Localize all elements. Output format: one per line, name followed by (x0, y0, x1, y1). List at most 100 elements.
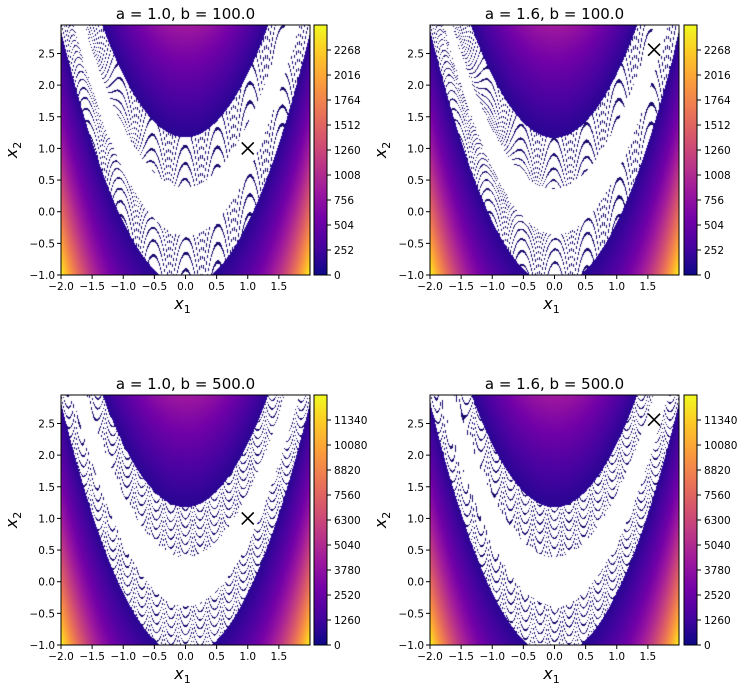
colorbar-tick-label: 2268 (334, 45, 361, 57)
minimum-marker (647, 413, 661, 427)
colorbar-tick-label: 0 (334, 270, 341, 282)
y-tick-label: 0.0 (38, 577, 55, 589)
colorbar (683, 394, 698, 646)
colorbar-tick-label: 0 (704, 640, 711, 652)
colorbar-tick-label: 1260 (704, 145, 731, 157)
colorbar-tick-label: 1512 (334, 120, 361, 132)
colorbar-tick-label: 1260 (334, 615, 361, 627)
x-tick-label: −1.5 (448, 651, 474, 663)
y-tick-label: 1.0 (38, 513, 55, 525)
x-tick-label: −0.5 (511, 281, 537, 293)
y-tick-label: 0.0 (407, 207, 424, 219)
heatmap-image (61, 395, 310, 645)
y-axis-label: x2 (371, 512, 393, 529)
y-tick-label: 2.5 (407, 48, 424, 60)
colorbar-tick-label: 1764 (334, 95, 361, 107)
x-tick-label: 1.0 (239, 651, 256, 663)
x-tick-label: 0.5 (577, 651, 594, 663)
colorbar-tick-label: 1008 (704, 170, 731, 182)
heatmap-image (61, 25, 310, 275)
y-tick-label: −0.5 (399, 238, 425, 250)
colorbar-tick-label: 5040 (704, 540, 731, 552)
x-tick-label: 0.0 (177, 281, 194, 293)
x-tick-label: 0.0 (546, 651, 563, 663)
y-tick-label: 0.0 (407, 577, 424, 589)
x-tick-label: 0.0 (546, 281, 563, 293)
x-axis-label-sub: 1 (553, 303, 560, 316)
x-axis-label-sub: 1 (553, 673, 560, 686)
x-tick-label: −1.5 (448, 281, 474, 293)
x-tick-label: 0.5 (577, 281, 594, 293)
y-tick-label: 1.0 (407, 513, 424, 525)
colorbar-tick-label: 1764 (704, 95, 731, 107)
colorbar-tick-label: 8820 (334, 465, 361, 477)
panel-title: a = 1.0, b = 100.0 (116, 5, 255, 23)
colorbar-tick-label: 756 (704, 195, 724, 207)
colorbar-tick-label: 2016 (334, 70, 361, 82)
colorbar (313, 394, 328, 646)
colorbar-tick-label: 3780 (334, 565, 361, 577)
minimum-marker (241, 141, 255, 155)
colorbar-tick-label: 756 (334, 195, 354, 207)
y-tick-label: 0.0 (38, 207, 55, 219)
colorbar-tick-label: 6300 (704, 515, 731, 527)
x-tick-label: −1.0 (480, 281, 506, 293)
x-tick-label: 1.0 (608, 651, 625, 663)
colorbar-tick-label: 0 (334, 640, 341, 652)
colorbar (683, 24, 698, 276)
x-tick-label: −1.0 (480, 651, 506, 663)
colorbar-tick-label: 10080 (704, 440, 737, 452)
colorbar (313, 24, 328, 276)
colorbar-tick-label: 5040 (334, 540, 361, 552)
y-tick-label: −0.5 (399, 608, 425, 620)
y-tick-label: 2.5 (38, 418, 55, 430)
x-tick-label: 0.0 (177, 651, 194, 663)
y-tick-label: 2.0 (407, 80, 424, 92)
chart-panel: a = 1.6, b = 100.0 −2.0 −1.5 −1.0 −0.5 0.0 0.5… (371, 5, 731, 316)
colorbar-tick-label: 1008 (334, 170, 361, 182)
x-axis-label: x1 (542, 664, 559, 686)
x-tick-label: −2.0 (417, 651, 443, 663)
y-tick-label: −0.5 (30, 608, 56, 620)
colorbar-tick-label: 11340 (334, 415, 367, 427)
colorbar-tick-label: 10080 (334, 440, 367, 452)
y-tick-label: 2.5 (38, 48, 55, 60)
colorbar-tick-label: 2016 (704, 70, 731, 82)
x-tick-label: 0.5 (208, 281, 225, 293)
y-tick-label: 0.5 (407, 545, 424, 557)
y-tick-label: 0.5 (407, 175, 424, 187)
y-tick-label: 1.5 (38, 112, 55, 124)
x-tick-label: −1.5 (79, 651, 105, 663)
colorbar-tick-label: 7560 (704, 490, 731, 502)
x-tick-label: −0.5 (511, 651, 537, 663)
x-tick-label: −1.0 (111, 651, 137, 663)
colorbar-tick-label: 1260 (704, 615, 731, 627)
colorbar-tick-label: 1512 (704, 120, 731, 132)
y-tick-label: −1.0 (30, 640, 56, 652)
x-tick-label: −0.5 (142, 281, 168, 293)
y-tick-label: 2.0 (38, 450, 55, 462)
panel-title: a = 1.6, b = 500.0 (485, 375, 624, 393)
y-tick-label: 1.0 (38, 143, 55, 155)
colorbar-tick-label: 2268 (704, 45, 731, 57)
panel-title: a = 1.0, b = 500.0 (116, 375, 255, 393)
heatmap-image (430, 25, 679, 275)
y-axis-label: x2 (371, 142, 393, 159)
colorbar-tick-label: 252 (334, 245, 354, 257)
x-tick-label: 0.5 (208, 651, 225, 663)
x-tick-label: 1.5 (640, 651, 657, 663)
x-tick-label: −1.0 (111, 281, 137, 293)
x-axis-label-sub: 1 (184, 673, 191, 686)
colorbar-tick-label: 504 (704, 220, 724, 232)
colorbar-tick-label: 3780 (704, 565, 731, 577)
colorbar-tick-label: 0 (704, 270, 711, 282)
x-tick-label: −2.0 (48, 651, 74, 663)
y-axis-label-sub: 2 (380, 142, 393, 149)
minimum-marker (647, 43, 661, 57)
y-axis-label-sub: 2 (11, 512, 24, 519)
colorbar-tick-label: 1260 (334, 145, 361, 157)
x-tick-label: 1.5 (271, 651, 288, 663)
y-tick-label: 2.0 (38, 80, 55, 92)
y-tick-label: 1.5 (407, 482, 424, 494)
